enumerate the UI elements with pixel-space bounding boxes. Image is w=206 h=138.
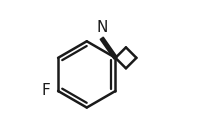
Text: N: N [96,20,108,35]
Text: F: F [42,83,51,99]
